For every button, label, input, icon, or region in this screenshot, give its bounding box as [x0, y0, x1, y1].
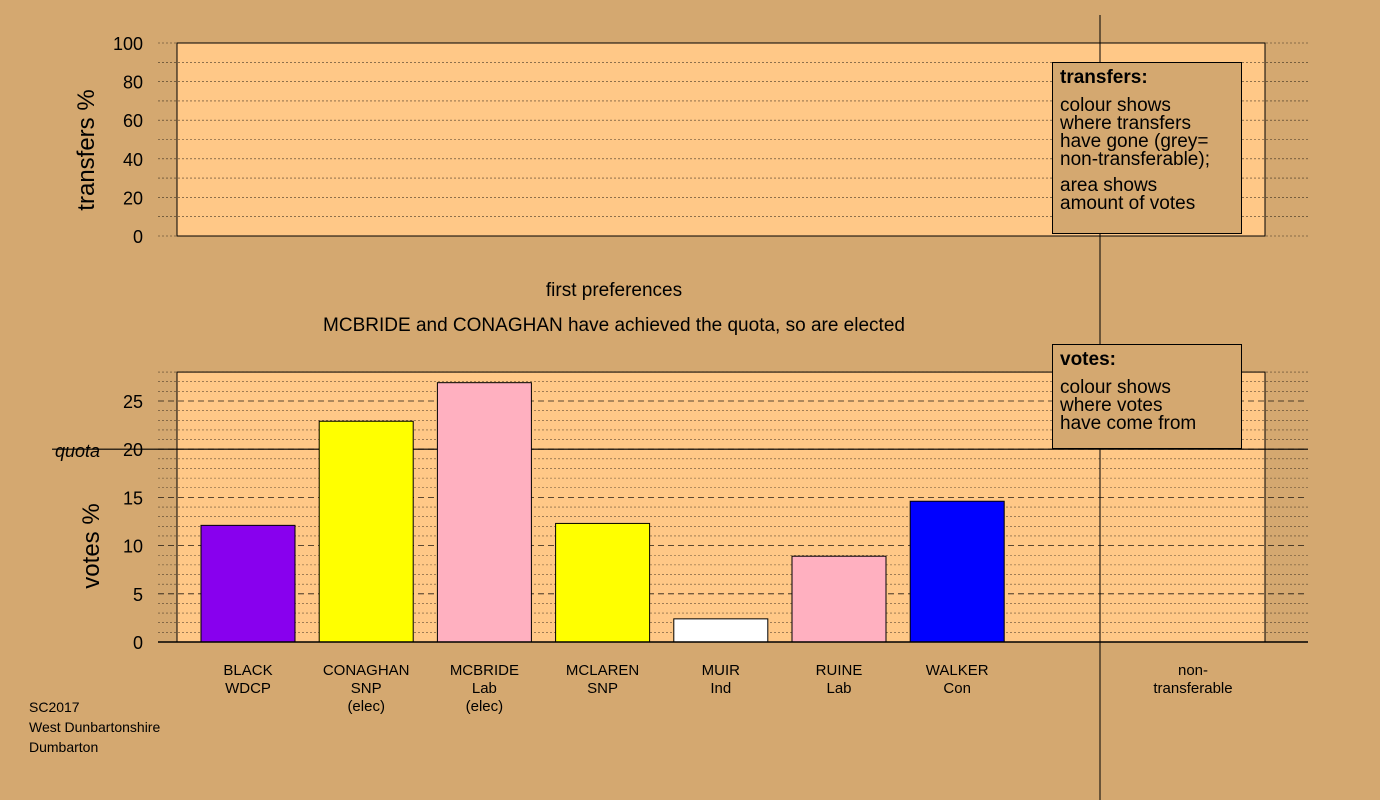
transfers-legend-line: area shows — [1060, 175, 1158, 196]
candidate-label: Ind — [710, 680, 731, 697]
votes-legend-line: colour shows — [1060, 377, 1171, 398]
candidate-label: WDCP — [225, 680, 271, 697]
transfers-legend-line: non-transferable); — [1060, 149, 1210, 170]
votes-legend: votes: colour shows where votes have com… — [1052, 344, 1242, 449]
bar-mcbride — [436, 382, 532, 643]
candidate-label: (elec) — [347, 698, 385, 715]
bar-walker — [909, 500, 1005, 643]
bar-mclaren — [555, 522, 651, 643]
candidate-label: MCLAREN — [566, 662, 639, 679]
candidate-label: WALKER — [926, 662, 989, 679]
footer-election: SC2017 — [29, 699, 80, 715]
transfers-tick-label: 100 — [113, 34, 143, 54]
bar-conaghan — [318, 420, 414, 643]
candidate-label: Lab — [472, 680, 497, 697]
candidate-label: BLACK — [223, 662, 272, 679]
candidate-label: (elec) — [466, 698, 504, 715]
candidate-label: Lab — [826, 680, 851, 697]
bar-muir — [673, 618, 769, 643]
transfers-legend-line: have gone (grey= — [1060, 131, 1209, 152]
transfers-tick-label: 80 — [123, 73, 143, 93]
candidate-label: SNP — [351, 680, 382, 697]
votes-tick-label: 20 — [123, 440, 143, 460]
transfers-tick-label: 0 — [133, 227, 143, 247]
candidate-label: SNP — [587, 680, 618, 697]
votes-tick-label: 25 — [123, 392, 143, 412]
footer: SC2017 West Dunbartonshire Dumbarton — [29, 697, 160, 757]
stage-caption: first preferences — [546, 280, 682, 301]
votes-tick-label: 10 — [123, 537, 143, 557]
quota-label: quota — [55, 441, 100, 461]
candidate-label: transferable — [1153, 680, 1232, 697]
votes-tick-label: 15 — [123, 488, 143, 508]
candidate-label: RUINE — [816, 662, 863, 679]
transfers-legend-line: colour shows — [1060, 95, 1171, 116]
transfers-tick-label: 20 — [123, 188, 143, 208]
transfers-tick-label: 40 — [123, 150, 143, 170]
candidate-label: CONAGHAN — [323, 662, 410, 679]
transfers-axis-title: transfers % — [73, 89, 100, 210]
candidate-label: non- — [1178, 662, 1208, 679]
votes-axis-title: votes % — [78, 503, 105, 588]
transfers-legend-line: amount of votes — [1060, 193, 1196, 214]
transfers-legend-title: transfers: — [1060, 67, 1148, 88]
transfers-tick-label: 60 — [123, 111, 143, 131]
votes-tick-label: 5 — [133, 585, 143, 605]
votes-tick-label: 0 — [133, 633, 143, 653]
footer-ward: Dumbarton — [29, 739, 99, 755]
bar-black — [200, 524, 296, 643]
message-caption: MCBRIDE and CONAGHAN have achieved the q… — [323, 315, 905, 336]
footer-council: West Dunbartonshire — [29, 719, 161, 735]
votes-legend-line: have come from — [1060, 413, 1197, 434]
bar-ruine — [791, 555, 887, 643]
candidate-label: Con — [943, 680, 971, 697]
votes-legend-title: votes: — [1060, 349, 1116, 370]
candidate-label: MUIR — [702, 662, 740, 679]
transfers-legend: transfers: colour shows where transfers … — [1052, 62, 1242, 234]
votes-legend-line: where votes — [1060, 395, 1163, 416]
candidate-label: MCBRIDE — [450, 662, 519, 679]
transfers-legend-line: where transfers — [1060, 113, 1191, 134]
